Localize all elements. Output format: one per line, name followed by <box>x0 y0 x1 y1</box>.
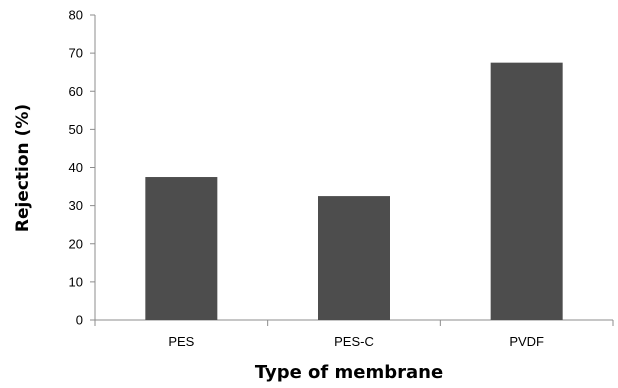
y-tick-label: 30 <box>69 198 83 213</box>
bar-pes-c <box>318 196 390 320</box>
x-tick-label: PVDF <box>509 334 544 349</box>
x-axis: PES PES-C PVDF <box>94 319 614 349</box>
y-axis-title: Rejection (%) <box>13 104 33 232</box>
x-tick-label: PES-C <box>334 334 374 349</box>
bar-pes <box>145 177 218 320</box>
y-tick-label: 70 <box>69 46 83 61</box>
y-tick-label: 40 <box>69 160 83 175</box>
y-tick-label: 80 <box>69 8 83 23</box>
y-axis: 0 10 20 30 40 50 60 70 80 <box>69 8 96 328</box>
y-tick-label: 60 <box>69 84 83 99</box>
x-axis-title: Type of membrane <box>255 362 443 383</box>
x-tick-label: PES <box>168 334 194 349</box>
y-tick-label: 20 <box>69 236 83 251</box>
y-ticks: 0 10 20 30 40 50 60 70 80 <box>69 8 95 328</box>
y-tick-label: 0 <box>76 313 83 328</box>
x-ticks: PES PES-C PVDF <box>94 320 614 349</box>
y-tick-label: 50 <box>69 122 83 137</box>
bars <box>145 62 563 320</box>
y-tick-label: 10 <box>69 274 83 289</box>
bar-pvdf <box>490 62 563 320</box>
